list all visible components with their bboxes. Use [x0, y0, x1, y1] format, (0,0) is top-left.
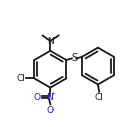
- Text: O: O: [47, 106, 54, 115]
- Text: N: N: [47, 37, 54, 46]
- Text: S: S: [71, 53, 77, 63]
- Text: +: +: [51, 91, 56, 96]
- Text: Cl: Cl: [95, 93, 104, 102]
- Text: O: O: [34, 93, 41, 102]
- Text: N: N: [46, 93, 52, 102]
- Text: Cl: Cl: [17, 74, 25, 83]
- Text: -: -: [52, 105, 55, 114]
